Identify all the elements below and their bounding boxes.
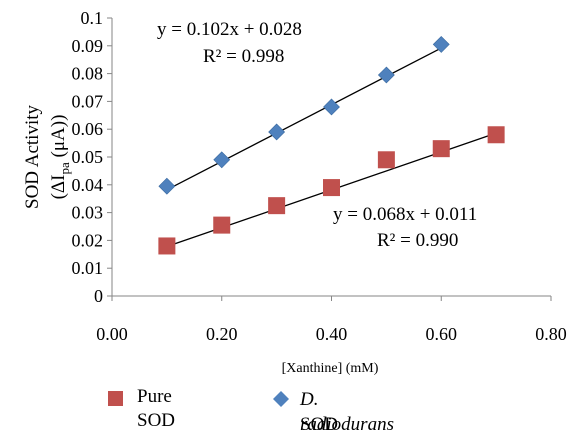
x-axis-title: [Xanthine] (mM) [282, 361, 379, 376]
y-tick-label: 0 [94, 286, 103, 306]
y-axis-title-suffix: (μA)) [48, 115, 69, 163]
y-tick-label: 0.03 [72, 203, 104, 223]
x-tick-label: 0.40 [316, 324, 348, 344]
legend-diamond-marker [273, 391, 289, 407]
legend-label-pure-line2: SOD [137, 410, 176, 431]
data-point-pure-sod [158, 237, 176, 255]
data-point-dr-sod [158, 177, 176, 195]
y-tick-label: 0.09 [72, 36, 104, 56]
x-tick-label: 0.20 [206, 324, 238, 344]
y-tick-label: 0.05 [72, 147, 104, 167]
legend-label-dr-line1: D. radiodurans [300, 389, 394, 435]
y-tick-label: 0.07 [72, 91, 104, 111]
equation-pure-sod: y = 0.068x + 0.011 [333, 204, 477, 225]
legend-label-pure-line1: Pure [137, 386, 172, 407]
r2-pure-sod: R² = 0.990 [377, 230, 458, 251]
data-point-pure-sod [377, 151, 395, 169]
y-tick-label: 0.04 [72, 175, 104, 195]
data-point-pure-sod [487, 126, 505, 144]
legend-label-dr-line2: SOD [300, 414, 339, 435]
y-tick-label: 0.06 [72, 119, 104, 139]
data-point-pure-sod [323, 179, 340, 197]
y-tick-label: 0.02 [72, 230, 104, 250]
data-point-dr-sod [377, 66, 395, 84]
y-axis-title-line2: (ΔIpa (μA)) [48, 115, 72, 200]
data-point-dr-sod [432, 35, 450, 53]
chart: 0 0.01 0.02 0.03 0.04 0.05 0.06 0.07 0.08 0.09 0.1… [22, 8, 567, 376]
y-tick-label: 0.08 [72, 64, 104, 84]
y-axis-title-line1: SOD Activity [22, 105, 43, 209]
x-tick-label: 0.60 [426, 324, 458, 344]
r2-dr-sod: R² = 0.998 [203, 46, 284, 67]
data-point-dr-sod [268, 123, 286, 141]
data-point-pure-sod [432, 140, 450, 158]
data-point-dr-sod [323, 98, 340, 116]
data-point-pure-sod [268, 197, 286, 215]
data-point-dr-sod [213, 151, 231, 169]
x-tick-label: 0.00 [96, 324, 128, 344]
y-tick-label: 0.1 [81, 8, 104, 28]
legend-square-marker [108, 391, 123, 406]
x-tick-label: 0.80 [535, 324, 567, 344]
equation-dr-sod: y = 0.102x + 0.028 [157, 19, 302, 40]
y-tick-label: 0.01 [72, 258, 104, 278]
y-axis-title-subscript: pa [57, 162, 72, 175]
trendline-dr-sod [166, 47, 442, 191]
y-axis-title-prefix: (ΔI [48, 175, 69, 200]
data-point-pure-sod [213, 216, 231, 234]
